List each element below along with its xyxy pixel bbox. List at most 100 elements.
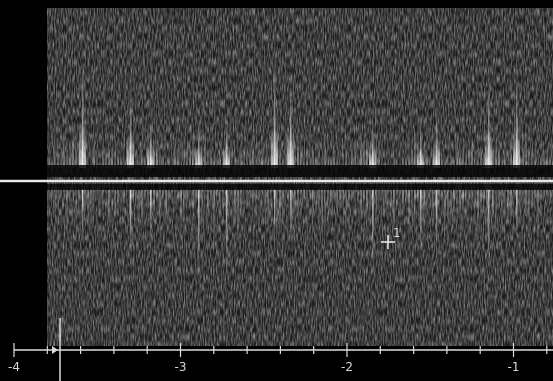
spike [300,189,302,207]
spike [516,189,518,238]
spike [159,142,161,168]
spike [303,152,305,168]
spike [108,145,110,168]
spike [387,155,389,168]
spike [54,189,56,235]
spike [477,189,479,241]
spike [543,151,545,168]
spike [99,153,101,168]
spike [90,189,92,225]
spike [48,189,50,237]
spike [507,189,509,229]
spike [315,189,317,219]
spike [274,189,276,243]
spike [357,189,359,210]
spike [366,130,368,168]
spike [363,137,365,168]
spike [549,189,551,203]
spike [99,189,101,219]
spike [438,189,440,209]
spike [405,141,407,168]
spike [330,154,332,168]
spike [90,156,92,168]
spike [396,157,398,168]
spike [237,157,239,168]
spike [495,189,497,238]
spike [165,150,167,168]
spike [366,189,368,226]
spike [378,132,380,168]
spike [528,189,530,241]
spike [324,130,326,168]
spike [234,146,236,168]
spike [177,189,179,215]
spike [201,189,203,227]
spike [459,189,461,224]
spike [333,189,335,207]
spike [174,189,176,214]
spike [336,189,338,223]
spike [123,189,125,219]
spike [363,189,365,222]
spike [327,154,329,168]
spike [408,189,410,243]
spike [348,189,350,227]
spike [57,149,59,168]
spike [447,189,449,240]
spike [501,155,503,168]
spike [321,189,323,237]
spike [51,157,53,168]
spike [522,128,524,168]
spike [504,148,506,168]
spike [258,189,260,231]
spike [291,189,293,241]
spike [441,150,443,168]
spike [261,189,263,223]
spike [528,147,530,168]
spike [114,148,116,168]
spike [318,189,320,225]
spike [381,148,383,168]
spike [78,189,80,226]
spike [447,135,449,168]
spike [477,130,479,168]
spike [408,148,410,168]
spike [495,129,497,168]
spike [165,189,167,232]
time-marker-arrow [52,346,58,354]
spike [471,132,473,168]
spike [156,189,158,210]
spike [507,151,509,168]
spike [48,155,50,168]
spike [360,128,362,168]
spike [255,145,257,168]
spike [537,189,539,240]
spike [426,145,428,168]
spike [267,155,269,168]
spike [226,112,228,168]
spike [483,189,485,226]
spike [192,132,194,168]
spike [234,189,236,238]
spike [393,155,395,168]
spike [534,189,536,205]
spike [186,140,188,168]
spike [54,130,56,168]
spike [279,189,281,234]
spike [240,146,242,168]
spike [488,71,490,168]
spike [111,142,113,168]
spike [399,189,401,202]
spike [354,130,356,168]
spike [414,189,416,232]
spike [69,142,71,168]
spike [294,135,296,168]
spike [60,189,62,201]
spike [531,189,533,208]
spike [96,189,98,206]
spike [372,117,374,168]
tick-label: -2 [341,360,353,374]
spike [306,189,308,243]
spike [51,189,53,202]
spike [498,189,500,215]
